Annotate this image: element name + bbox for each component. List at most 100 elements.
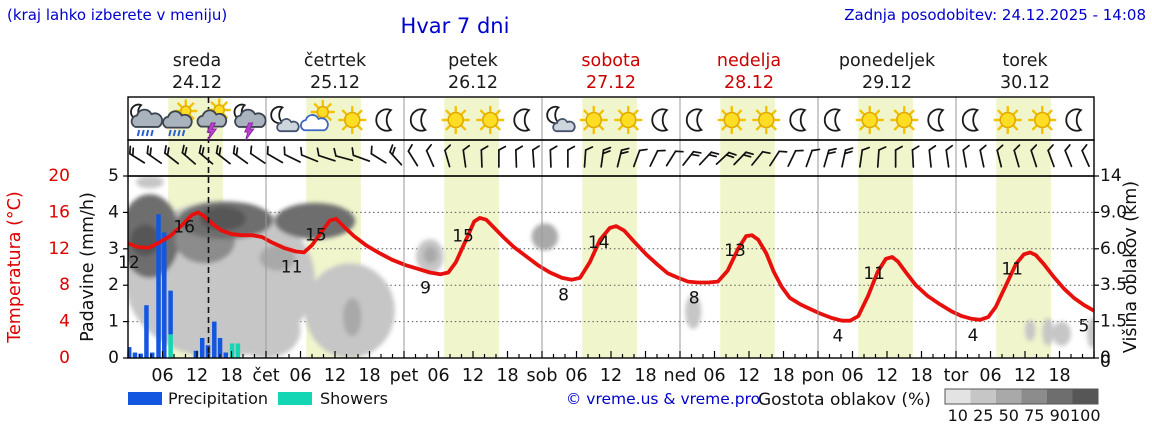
- daylight-band: [996, 97, 1051, 358]
- barb-shaft: [996, 149, 1003, 168]
- day-abbrev-label: pet: [390, 366, 419, 386]
- sun-ray: [874, 109, 881, 115]
- hour-label: 18: [358, 366, 380, 386]
- barb-feather: [638, 148, 648, 152]
- wind-barb: [1081, 144, 1090, 168]
- barb-feather: [266, 145, 269, 155]
- gridlines: [128, 211, 1094, 323]
- weather-icon-sun-rain: [162, 99, 198, 137]
- barb-feather: [1030, 144, 1038, 152]
- sun-ray: [479, 109, 486, 115]
- sun-disc: [585, 111, 603, 129]
- wind-barb: [911, 145, 920, 168]
- weather-icon-sun: [752, 105, 781, 135]
- sun-ray: [909, 125, 915, 131]
- hour-label: 18: [220, 366, 242, 386]
- temp-max-label: 14: [588, 233, 610, 253]
- weather-icon-moon: [1065, 108, 1083, 132]
- wind-barb: [514, 145, 524, 168]
- barb-shaft: [751, 150, 764, 166]
- day-abbrev-label: tor: [944, 366, 970, 386]
- bottom-legend: Precipitation Showers © vreme.us & vreme.p…: [128, 388, 1101, 425]
- barb-feather: [794, 149, 804, 152]
- precipitation-bar: [223, 352, 229, 358]
- lightning-bolt: [206, 122, 218, 141]
- hour-label: 12: [876, 366, 898, 386]
- barb-feather: [249, 145, 253, 155]
- weather-icon-sun: [614, 105, 643, 135]
- wind-barb: [480, 145, 489, 168]
- cloud-blob: [685, 294, 702, 329]
- sun-disc: [999, 111, 1017, 129]
- temp-min-label: 12: [118, 253, 140, 273]
- hour-label: 06: [841, 366, 863, 386]
- barb-feather: [351, 147, 355, 157]
- menu-hint-text: (kraj lahko izberete v meniju): [7, 6, 228, 24]
- temp-tick-label: 4: [59, 312, 70, 332]
- barb-shaft: [945, 149, 950, 168]
- barb-feather: [166, 147, 170, 157]
- daylight-band: [858, 97, 913, 358]
- hour-label: 18: [634, 366, 656, 386]
- barb-shaft: [370, 152, 387, 164]
- barb-feather: [844, 147, 854, 152]
- precipitation-bar: [168, 290, 173, 335]
- wind-barb: [1047, 144, 1055, 168]
- wind-barb: [389, 144, 403, 166]
- temp-min-label: 4: [832, 327, 843, 347]
- barb-feather: [692, 150, 702, 154]
- barb-shaft: [805, 149, 813, 168]
- page-title: Hvar 7 dni: [400, 14, 510, 38]
- x-axis-labels: 06 12 18 06 12 18 čet 06 12 18 pet 06 12 18 sob 06 12 18 n…: [151, 352, 1110, 386]
- sun-ray: [909, 109, 915, 115]
- cloud-height-tick-label: 0: [1100, 348, 1111, 368]
- precipitation-bar: [128, 347, 132, 358]
- weather-icon-sun: [993, 105, 1022, 135]
- temp-min-label: 8: [558, 286, 569, 306]
- barb-shaft: [1064, 149, 1073, 168]
- day-abbrev-label: ned: [664, 366, 697, 386]
- rain-streak: [181, 129, 186, 137]
- moon-crescent: [270, 105, 285, 125]
- cloud-blob: [274, 202, 356, 240]
- wind-barb: [841, 147, 854, 168]
- barb-feather: [1064, 144, 1071, 152]
- temp-min-label: 8: [689, 288, 700, 308]
- barb-feather: [1013, 144, 1021, 152]
- barb-feather: [146, 145, 150, 155]
- barb-feather: [843, 150, 853, 155]
- barb-shaft: [335, 155, 354, 162]
- temp-min-label: 5: [1079, 317, 1090, 337]
- temp-tick-label: 0: [59, 348, 70, 368]
- weather-icon-moon-cloud: [270, 105, 300, 133]
- wind-barb: [928, 145, 937, 168]
- wind-barb: [616, 147, 630, 168]
- weather-icon-sun: [890, 105, 919, 135]
- wind-barb: [567, 145, 576, 168]
- day-date: 24.12: [172, 73, 222, 93]
- wind-barb: [715, 151, 737, 165]
- sun-ray: [326, 115, 332, 121]
- barb-feather: [391, 146, 396, 156]
- sun-disc: [316, 105, 330, 119]
- moon-crescent: [685, 108, 704, 132]
- barb-feather: [584, 146, 594, 151]
- wind-barb: [198, 144, 214, 165]
- wind-barb: [444, 144, 452, 168]
- wind-barb: [600, 146, 612, 168]
- day-name: četrtek: [304, 51, 367, 71]
- weather-icon-moon: [961, 108, 980, 132]
- barb-feather: [131, 147, 135, 157]
- moon-crescent: [823, 108, 842, 132]
- barb-feather: [861, 146, 871, 151]
- barb-shaft: [300, 154, 319, 163]
- barb-shaft: [911, 149, 915, 168]
- barb-shaft: [462, 149, 467, 168]
- cloud-density-legend-label: Gostota oblakov (%): [758, 390, 931, 410]
- day-name: ponedeljek: [839, 51, 936, 71]
- daylight-band: [720, 97, 775, 358]
- density-gradient-segment: [1021, 389, 1047, 404]
- barb-shaft: [249, 152, 266, 164]
- barb-feather: [407, 143, 413, 153]
